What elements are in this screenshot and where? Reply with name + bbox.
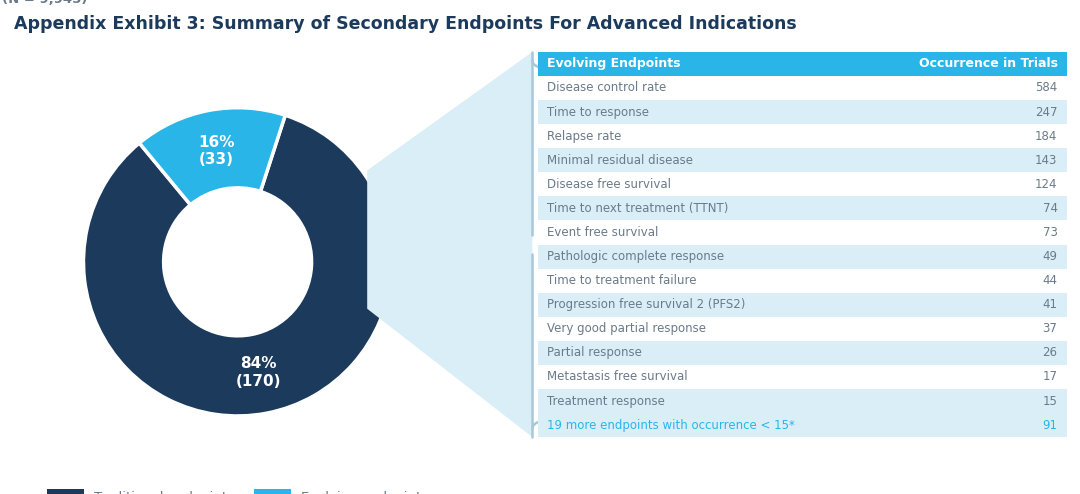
Text: Progression free survival 2 (PFS2): Progression free survival 2 (PFS2) (548, 298, 746, 311)
Text: 19 more endpoints with occurrence < 15*: 19 more endpoints with occurrence < 15* (548, 418, 795, 432)
Polygon shape (367, 52, 532, 437)
FancyBboxPatch shape (538, 76, 1067, 100)
Text: 124: 124 (1035, 178, 1057, 191)
Text: Disease free survival: Disease free survival (548, 178, 672, 191)
Text: 26: 26 (1042, 346, 1057, 360)
Text: 143: 143 (1035, 154, 1057, 167)
FancyBboxPatch shape (538, 245, 1067, 269)
Text: Appendix Exhibit 3: Summary of Secondary Endpoints For Advanced Indications: Appendix Exhibit 3: Summary of Secondary… (14, 15, 797, 33)
Wedge shape (139, 108, 285, 205)
FancyBboxPatch shape (538, 100, 1067, 124)
FancyBboxPatch shape (538, 317, 1067, 341)
Text: Pathologic complete response: Pathologic complete response (548, 250, 725, 263)
Text: Time to treatment failure: Time to treatment failure (548, 274, 697, 287)
Text: 74: 74 (1042, 202, 1057, 215)
Text: (N = 9,945): (N = 9,945) (2, 0, 87, 6)
FancyBboxPatch shape (538, 52, 1067, 76)
FancyBboxPatch shape (538, 148, 1067, 172)
Text: Relapse rate: Relapse rate (548, 129, 622, 143)
Legend: Traditional endpoints, Evolving endpoints: Traditional endpoints, Evolving endpoint… (41, 484, 434, 494)
FancyBboxPatch shape (538, 220, 1067, 245)
FancyBboxPatch shape (538, 365, 1067, 389)
Text: Treatment response: Treatment response (548, 395, 665, 408)
Text: 84%
(170): 84% (170) (235, 356, 282, 389)
Text: Occurrence in Trials: Occurrence in Trials (918, 57, 1057, 71)
Text: Event free survival: Event free survival (548, 226, 659, 239)
FancyBboxPatch shape (538, 413, 1067, 437)
FancyBboxPatch shape (538, 292, 1067, 317)
FancyBboxPatch shape (538, 197, 1067, 220)
Text: Minimal residual disease: Minimal residual disease (548, 154, 693, 167)
FancyBboxPatch shape (538, 341, 1067, 365)
Wedge shape (83, 115, 392, 416)
Text: Time to response: Time to response (548, 106, 649, 119)
Text: 247: 247 (1035, 106, 1057, 119)
Text: 184: 184 (1035, 129, 1057, 143)
Text: 16%
(33): 16% (33) (199, 135, 234, 167)
Text: 584: 584 (1036, 82, 1057, 94)
Text: 44: 44 (1042, 274, 1057, 287)
Text: Partial response: Partial response (548, 346, 643, 360)
Text: 15: 15 (1042, 395, 1057, 408)
FancyBboxPatch shape (538, 389, 1067, 413)
Text: Time to next treatment (TTNT): Time to next treatment (TTNT) (548, 202, 729, 215)
Text: 49: 49 (1042, 250, 1057, 263)
FancyBboxPatch shape (538, 269, 1067, 292)
Text: 17: 17 (1042, 370, 1057, 383)
FancyBboxPatch shape (538, 172, 1067, 197)
FancyBboxPatch shape (538, 124, 1067, 148)
Text: Evolving Endpoints: Evolving Endpoints (548, 57, 680, 71)
Text: 41: 41 (1042, 298, 1057, 311)
Text: Very good partial response: Very good partial response (548, 322, 706, 335)
Text: Disease control rate: Disease control rate (548, 82, 666, 94)
Text: 37: 37 (1042, 322, 1057, 335)
Text: 91: 91 (1042, 418, 1057, 432)
Text: Metastasis free survival: Metastasis free survival (548, 370, 688, 383)
Text: 73: 73 (1042, 226, 1057, 239)
